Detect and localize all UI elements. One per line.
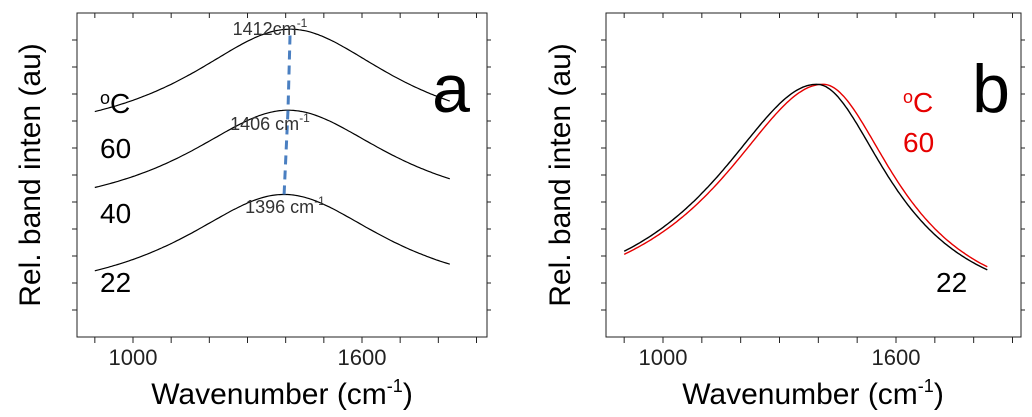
panel-b: 1000 1600 Wavenumber (cm-1) Rel. band in… (544, 12, 1025, 411)
x-tick-label: 1600 (338, 345, 387, 370)
y-axis-label: Rel. band inten (au) (14, 43, 47, 307)
x-tick-label: 1600 (872, 345, 921, 370)
peak-label-1396: 1396 cm-1 (245, 194, 325, 217)
curves-b (623, 83, 988, 271)
series-label-22: 22 (100, 267, 131, 298)
tick-marks-a (72, 13, 491, 343)
series-label-40: 40 (100, 198, 131, 229)
panel-label-a: a (432, 51, 470, 127)
peak-trend-line (282, 29, 292, 195)
x-axis-label: Wavenumber (cm-1) (682, 376, 944, 411)
series-line (94, 109, 450, 189)
series-label-60: 60 (100, 133, 131, 164)
x-tick-label: 1000 (109, 345, 158, 370)
panel-a: 1000 1600 Wavenumber (cm-1) Rel. band in… (14, 12, 491, 411)
series-line (94, 28, 451, 113)
unit-label-b: oC (903, 87, 933, 118)
series-label-22-black: 22 (936, 267, 967, 298)
curves-a (94, 28, 451, 272)
y-axis-label: Rel. band inten (au) (544, 43, 577, 307)
series-line (623, 83, 988, 271)
series-label-60-red: 60 (903, 127, 934, 158)
x-axis-label: Wavenumber (cm-1) (151, 376, 413, 411)
series-line (623, 83, 988, 268)
series-line (94, 193, 450, 272)
x-tick-label: 1000 (639, 345, 688, 370)
tick-marks-b (601, 13, 1025, 343)
unit-label-a: oC (100, 88, 130, 119)
panel-label-b: b (972, 51, 1010, 127)
peak-label-1412: 1412cm-1 (233, 16, 308, 39)
peak-label-1406: 1406 cm-1 (230, 111, 310, 134)
